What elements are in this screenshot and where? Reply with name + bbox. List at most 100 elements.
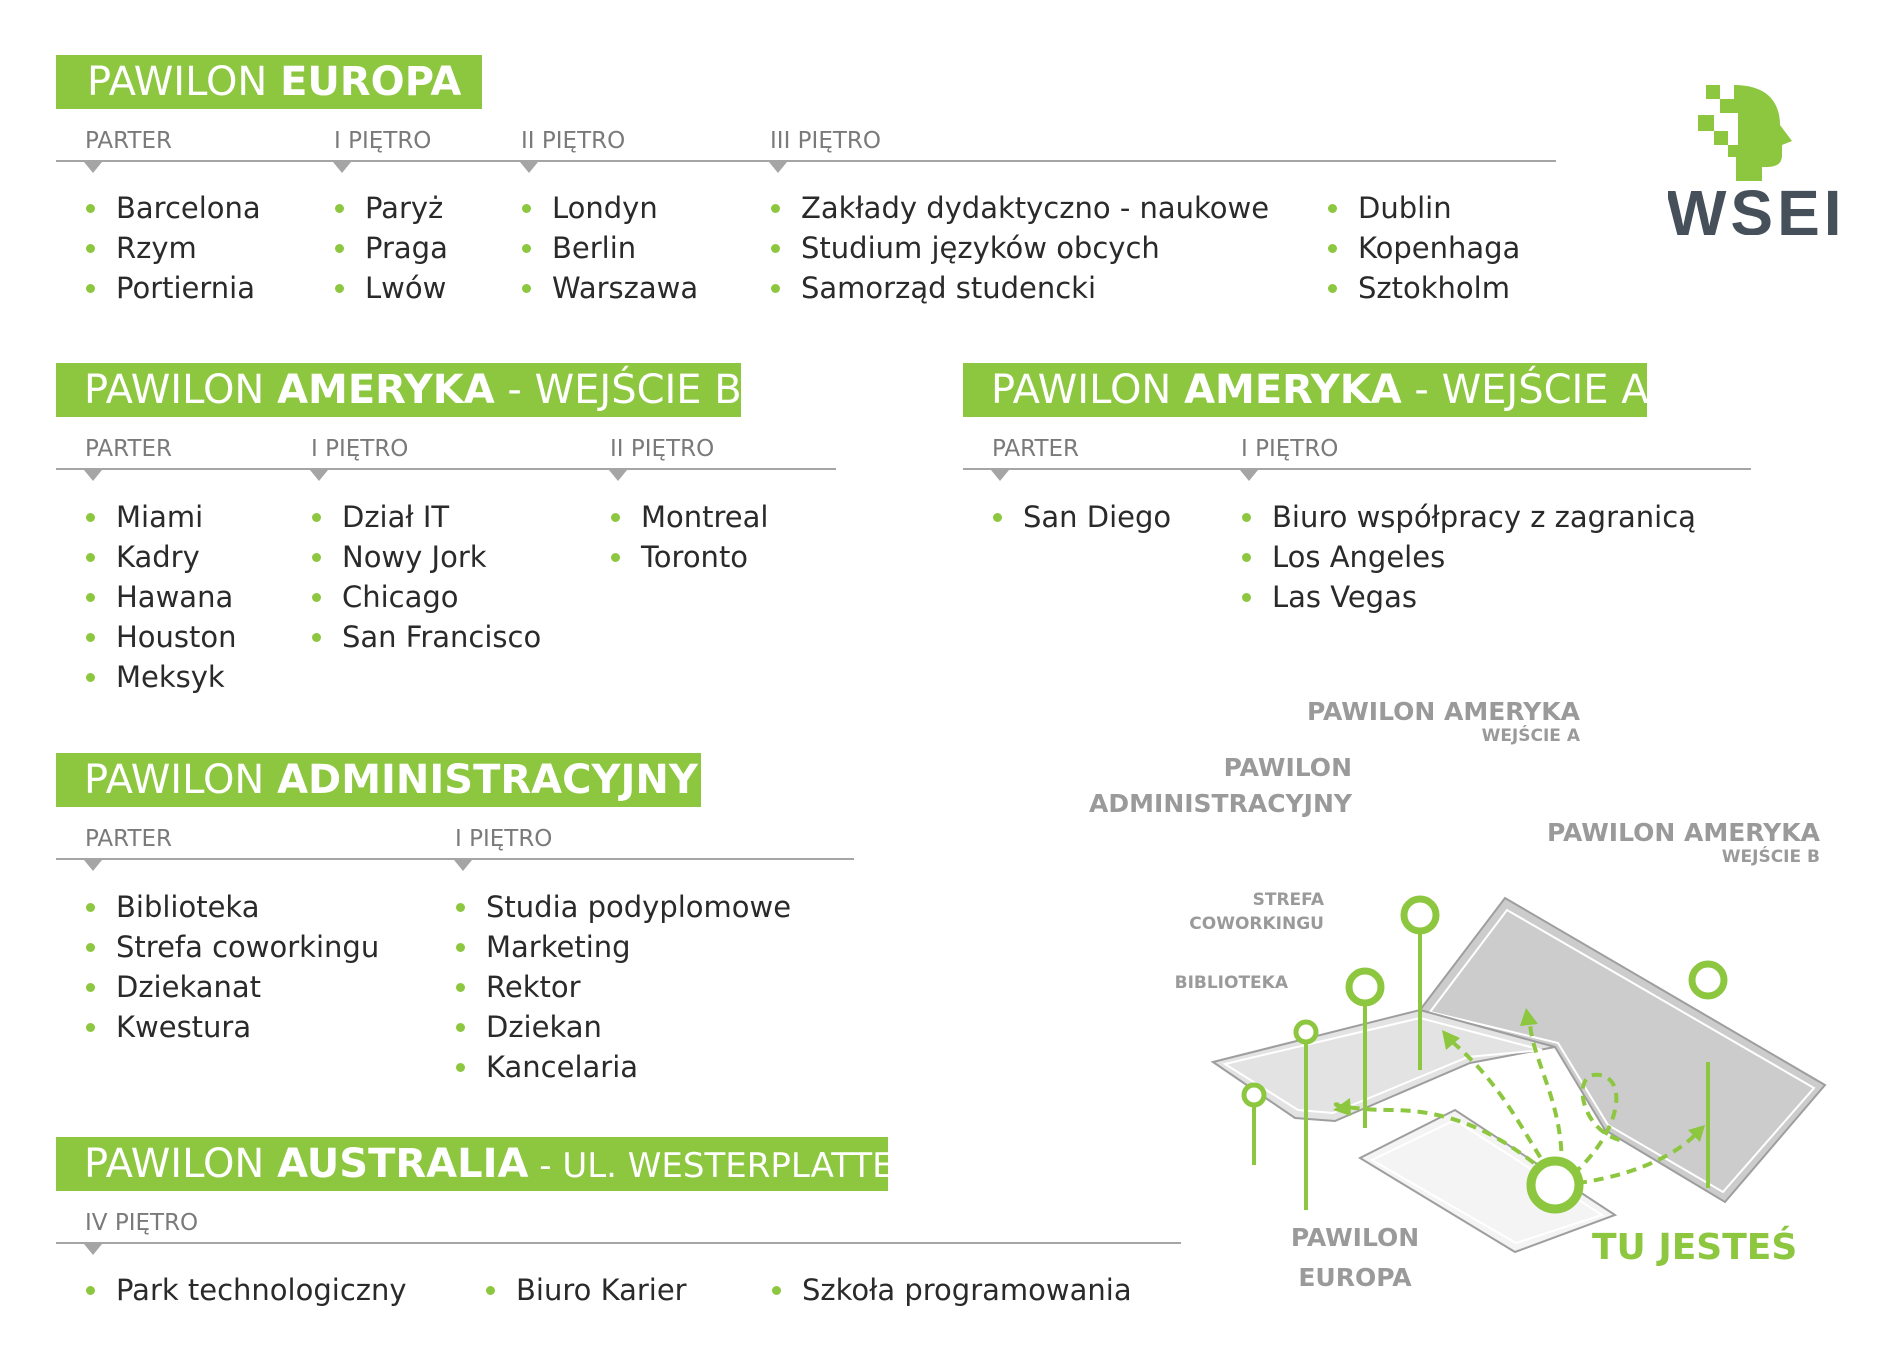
list-item: Portiernia [86, 268, 261, 308]
list-item: Dublin [1328, 188, 1520, 228]
list-item: Park technologiczny [86, 1270, 407, 1310]
list-item: Studia podyplomowe [456, 887, 791, 927]
list-item: Szkoła programowania [772, 1270, 1132, 1310]
ameryka-a-marker-1 [1240, 470, 1258, 481]
australia-rule [56, 1242, 1181, 1244]
map-label-admin: PAWILON ADMINISTRACYJNY [1089, 753, 1352, 818]
ameryka-b-marker-2 [609, 470, 627, 481]
wsei-logo: WSEI [1668, 85, 1846, 235]
map-label-biblioteka: BIBLIOTEKA [1174, 973, 1288, 993]
europa-rule [56, 160, 1556, 162]
europa-building [1357, 1108, 1618, 1254]
ameryka-b-list-1: Dział IT Nowy Jork Chicago San Francisco [312, 497, 541, 657]
ameryka-b-floor-1: I PIĘTRO [311, 436, 409, 462]
admin-floor-parter: PARTER [85, 826, 173, 852]
list-item: Biblioteka [86, 887, 379, 927]
map-label-ameryka-a: PAWILON AMERYKA WEJŚCIE A [1306, 697, 1580, 746]
list-item: Meksyk [86, 657, 237, 697]
list-item: Toronto [611, 537, 768, 577]
admin-marker-1 [454, 860, 472, 871]
map-label-strefa: STREFA COWORKINGU [1189, 890, 1324, 934]
ameryka-a-floor-parter: PARTER [992, 436, 1080, 462]
pin-ameryka-a [1400, 895, 1440, 935]
list-item: Houston [86, 617, 237, 657]
list-item: Miami [86, 497, 237, 537]
list-item: Barcelona [86, 188, 261, 228]
ameryka-a-rule [963, 468, 1751, 470]
admin-marker-0 [84, 860, 102, 871]
list-item: Marketing [456, 927, 791, 967]
europa-floor-parter: PARTER [85, 128, 173, 154]
europa-banner: PAWILON EUROPA [56, 55, 482, 109]
europa-list-1: Paryż Praga Lwów [335, 188, 448, 308]
list-item: Sztokholm [1328, 268, 1520, 308]
list-item: Kadry [86, 537, 237, 577]
ameryka-a-list-parter: San Diego [993, 497, 1171, 537]
europa-marker-2 [520, 162, 538, 173]
list-item: Kwestura [86, 1007, 379, 1047]
list-item: Lwów [335, 268, 448, 308]
ameryka-b-floor-parter: PARTER [85, 436, 173, 462]
europa-list-3: Zakłady dydaktyczno - naukowe Studium ję… [771, 188, 1269, 308]
europa-marker-1 [333, 162, 351, 173]
list-item: Los Angeles [1242, 537, 1696, 577]
ameryka-a-floor-1: I PIĘTRO [1241, 436, 1339, 462]
list-item: Paryż [335, 188, 448, 228]
ameryka-b-marker-1 [310, 470, 328, 481]
list-item: Biuro współpracy z zagranicą [1242, 497, 1696, 537]
list-item: Chicago [312, 577, 541, 617]
australia-marker-0 [84, 1244, 102, 1255]
admin-rule [56, 858, 854, 860]
list-item: Rektor [456, 967, 791, 1007]
europa-floor-1: I PIĘTRO [334, 128, 432, 154]
pin-you-are-here [1526, 1156, 1584, 1214]
list-item: Samorząd studencki [771, 268, 1269, 308]
logo-text: WSEI [1668, 177, 1846, 235]
ameryka-b-list-2: Montreal Toronto [611, 497, 768, 577]
ameryka-b-rule [56, 468, 836, 470]
australia-banner: PAWILON AUSTRALIA - UL. WESTERPLATTE 1 [56, 1137, 926, 1191]
map-label-ameryka-b: PAWILON AMERYKA WEJŚCIE B [1546, 818, 1820, 867]
list-item: San Francisco [312, 617, 541, 657]
australia-floor-4: IV PIĘTRO [85, 1210, 199, 1236]
ameryka-a-list-1: Biuro współpracy z zagranicą Los Angeles… [1242, 497, 1696, 617]
europa-list-2: Londyn Berlin Warszawa [522, 188, 698, 308]
admin-floor-1: I PIĘTRO [455, 826, 553, 852]
europa-list-3b: Dublin Kopenhaga Sztokholm [1328, 188, 1520, 308]
list-item: Kopenhaga [1328, 228, 1520, 268]
ameryka-b-floor-2: II PIĘTRO [610, 436, 715, 462]
list-item: Studium języków obcych [771, 228, 1269, 268]
ameryka-a-marker-0 [991, 470, 1009, 481]
list-item: Warszawa [522, 268, 698, 308]
map-label-europa: PAWILON EUROPA [1290, 1223, 1420, 1292]
list-item: Dziekanat [86, 967, 379, 1007]
list-item: Berlin [522, 228, 698, 268]
pin-strefa [1293, 1019, 1319, 1045]
list-item: Rzym [86, 228, 261, 268]
ameryka-b-marker-0 [84, 470, 102, 481]
list-item: Las Vegas [1242, 577, 1696, 617]
list-item: Dział IT [312, 497, 541, 537]
admin-list-1: Studia podyplomowe Marketing Rektor Dzie… [456, 887, 791, 1087]
list-item: Kancelaria [456, 1047, 791, 1087]
list-item: Nowy Jork [312, 537, 541, 577]
australia-list-1: Biuro Karier [486, 1270, 687, 1310]
europa-marker-0 [84, 162, 102, 173]
list-item: Biuro Karier [486, 1270, 687, 1310]
list-item: Montreal [611, 497, 768, 537]
list-item: Strefa coworkingu [86, 927, 379, 967]
list-item: San Diego [993, 497, 1171, 537]
campus-map [1210, 895, 1827, 1254]
pin-biblioteka [1241, 1082, 1267, 1108]
australia-list-0: Park technologiczny [86, 1270, 407, 1310]
europa-floor-2: II PIĘTRO [521, 128, 626, 154]
pin-ameryka-b [1688, 960, 1728, 1000]
europa-marker-3 [769, 162, 787, 173]
pin-admin [1345, 967, 1385, 1007]
list-item: Zakłady dydaktyczno - naukowe [771, 188, 1269, 228]
ameryka-b-list-parter: Miami Kadry Hawana Houston Meksyk [86, 497, 237, 697]
europa-list-parter: Barcelona Rzym Portiernia [86, 188, 261, 308]
ameryka-b-banner: PAWILON AMERYKA - WEJŚCIE B [56, 363, 742, 417]
you-are-here-label: TU JESTEŚ [1592, 1227, 1798, 1268]
europa-floor-3: III PIĘTRO [770, 128, 881, 154]
